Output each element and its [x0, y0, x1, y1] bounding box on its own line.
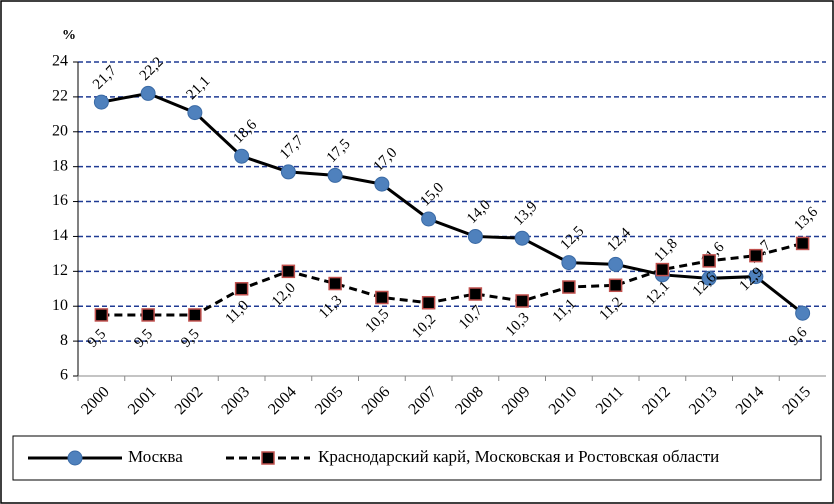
data-point	[608, 278, 623, 293]
data-point	[280, 164, 296, 180]
legend-marker	[261, 451, 275, 465]
data-point	[561, 255, 577, 271]
y-tick-label: 8	[60, 332, 68, 349]
data-point	[421, 211, 437, 227]
data-point	[467, 228, 483, 244]
data-point	[234, 148, 250, 164]
data-point	[468, 287, 483, 301]
data-point	[655, 262, 670, 277]
data-point	[187, 105, 203, 121]
legend-box	[12, 435, 822, 481]
data-point	[375, 290, 389, 305]
data-point	[93, 94, 109, 110]
data-point	[748, 269, 764, 285]
data-point	[328, 276, 342, 291]
y-tick-label: 6	[60, 367, 68, 384]
y-tick-label: 14	[52, 227, 68, 244]
legend-marker	[67, 450, 83, 466]
legend-label: Краснодарский карй, Московская и Ростовс…	[318, 447, 719, 466]
y-tick-label: 18	[52, 157, 68, 174]
data-point	[327, 167, 343, 183]
data-point	[608, 256, 624, 272]
data-point	[749, 248, 763, 263]
y-tick-label: 22	[52, 88, 68, 105]
data-point	[188, 308, 202, 322]
series-line	[101, 91, 804, 315]
data-point	[421, 295, 436, 310]
data-point	[702, 254, 716, 268]
data-point	[515, 294, 529, 308]
y-axis-label: %	[62, 28, 76, 43]
data-point	[795, 305, 811, 321]
data-point	[701, 270, 717, 286]
data-point	[234, 282, 249, 296]
data-point	[514, 230, 530, 246]
series-line	[101, 241, 804, 317]
y-tick-label: 12	[52, 262, 68, 279]
y-tick-label: 16	[52, 192, 68, 209]
data-point	[795, 236, 810, 251]
data-point	[94, 308, 109, 322]
data-point	[374, 176, 390, 192]
y-tick-label: 10	[52, 297, 68, 314]
data-point	[140, 85, 156, 101]
legend-label: Москва	[128, 447, 183, 466]
data-point	[562, 280, 576, 294]
y-tick-label: 20	[52, 122, 68, 139]
data-point	[281, 264, 296, 279]
y-tick-label: 24	[52, 53, 68, 70]
data-point	[141, 308, 155, 322]
